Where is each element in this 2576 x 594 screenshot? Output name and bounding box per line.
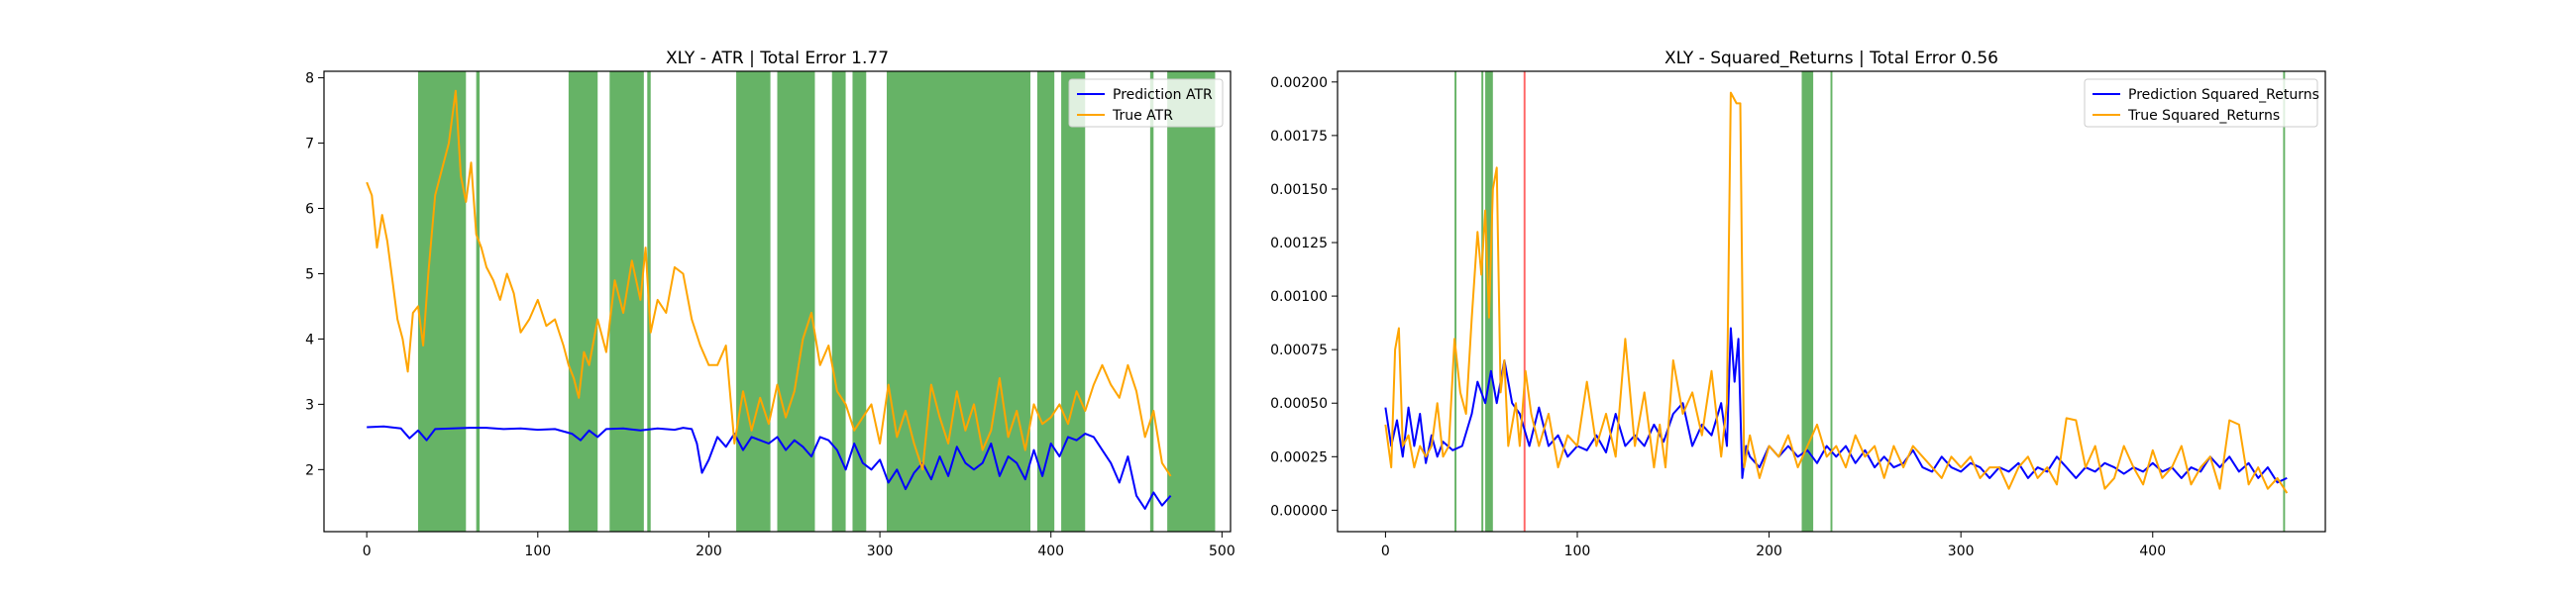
atr-x-tick-label: 200: [696, 544, 722, 559]
atr-x-tick-label: 400: [1037, 544, 1064, 559]
squared-returns-y-tick-label: 0.00050: [1270, 396, 1328, 412]
atr-plot-frame: [323, 70, 1232, 533]
squared-returns-plot-frame: [1337, 70, 2326, 533]
squared-returns-legend-box: [2084, 78, 2318, 128]
atr-x-tick-label: 0: [363, 544, 372, 559]
atr-shaded-band: [831, 71, 846, 532]
atr-y-tick-label: 3: [305, 397, 314, 413]
squared-returns-chart-title: XLY - Squared_Returns | Total Error 0.56: [1664, 49, 1998, 68]
atr-chart-title: XLY - ATR | Total Error 1.77: [666, 49, 889, 68]
atr-bands: [417, 71, 1216, 532]
squared-returns-shaded-band: [1523, 71, 1526, 532]
squared-returns-x-tick-label: 100: [1564, 544, 1591, 559]
atr-shaded-band: [609, 71, 644, 532]
squared-returns-y-tick-label: 0.00150: [1270, 182, 1328, 198]
squared-returns-shaded-band: [1830, 71, 1833, 532]
atr-series-line-0: [367, 425, 1172, 510]
squared-returns-y-tick-label: 0.00100: [1270, 289, 1328, 305]
atr-y-tick-label: 8: [305, 71, 314, 87]
atr-shaded-band: [1167, 71, 1216, 532]
squared-returns-bands: [1454, 71, 2286, 532]
atr-series-lines: [366, 89, 1172, 510]
atr-legend-label: True ATR: [1112, 108, 1173, 124]
squared-returns-x-tick-label: 400: [2139, 544, 2166, 559]
squared-returns-y-tick-label: 0.00175: [1270, 129, 1328, 145]
atr-y-tick-label: 5: [305, 266, 314, 282]
atr-y-tick-label: 2: [305, 462, 314, 478]
squared-returns-series-line-0: [1384, 327, 2288, 484]
atr-x-tick-label: 100: [524, 544, 551, 559]
atr-shaded-band: [1061, 71, 1086, 532]
atr-legend: Prediction ATR True ATR: [1068, 78, 1224, 128]
atr-y-tick-label: 6: [305, 202, 314, 218]
atr-shaded-band: [476, 71, 481, 532]
squared-returns-legend-label: True Squared_Returns: [2127, 108, 2280, 124]
squared-returns-x-tick-label: 0: [1381, 544, 1390, 559]
atr-shaded-band: [886, 71, 1031, 532]
squared-returns-y-tick-label: 0.00025: [1270, 449, 1328, 465]
squared-returns-legend: Prediction Squared_Returns True Squared_R…: [2084, 78, 2319, 128]
atr-chart-panel: XLY - ATR | Total Error 1.77 0 100 200 300 4…: [305, 49, 1235, 559]
atr-legend-box: [1068, 78, 1224, 128]
squared-returns-y-tick-label: 0.00200: [1270, 75, 1328, 91]
squared-returns-x-tick-label: 200: [1756, 544, 1782, 559]
squared-returns-y-tick-label: 0.00075: [1270, 343, 1328, 358]
squared-returns-legend-label: Prediction Squared_Returns: [2128, 87, 2319, 103]
squared-returns-shaded-band: [2283, 71, 2286, 532]
atr-shaded-band: [568, 71, 598, 532]
atr-x-tick-label: 300: [867, 544, 894, 559]
squared-returns-series-lines: [1384, 91, 2289, 494]
atr-x-tick-label: 500: [1209, 544, 1235, 559]
atr-legend-label: Prediction ATR: [1113, 87, 1213, 103]
squared-returns-shaded-band: [1481, 71, 1484, 532]
squared-returns-chart-panel: XLY - Squared_Returns | Total Error 0.56…: [1270, 49, 2326, 559]
atr-shaded-band: [777, 71, 815, 532]
squared-returns-shaded-band: [1801, 71, 1814, 532]
squared-returns-shaded-band: [1454, 71, 1457, 532]
atr-series-line-1: [366, 89, 1172, 477]
squared-returns-x-tick-label: 300: [1948, 544, 1975, 559]
atr-y-tick-label: 4: [305, 332, 314, 347]
atr-shaded-band: [1036, 71, 1055, 532]
atr-y-tick-label: 7: [305, 137, 314, 152]
atr-shaded-band: [736, 71, 771, 532]
atr-shaded-band: [1149, 71, 1154, 532]
squared-returns-series-line-1: [1384, 91, 2289, 494]
atr-shaded-band: [852, 71, 867, 532]
squared-returns-y-tick-label: 0.00125: [1270, 236, 1328, 251]
squared-returns-y-tick-label: 0.00000: [1270, 503, 1328, 519]
